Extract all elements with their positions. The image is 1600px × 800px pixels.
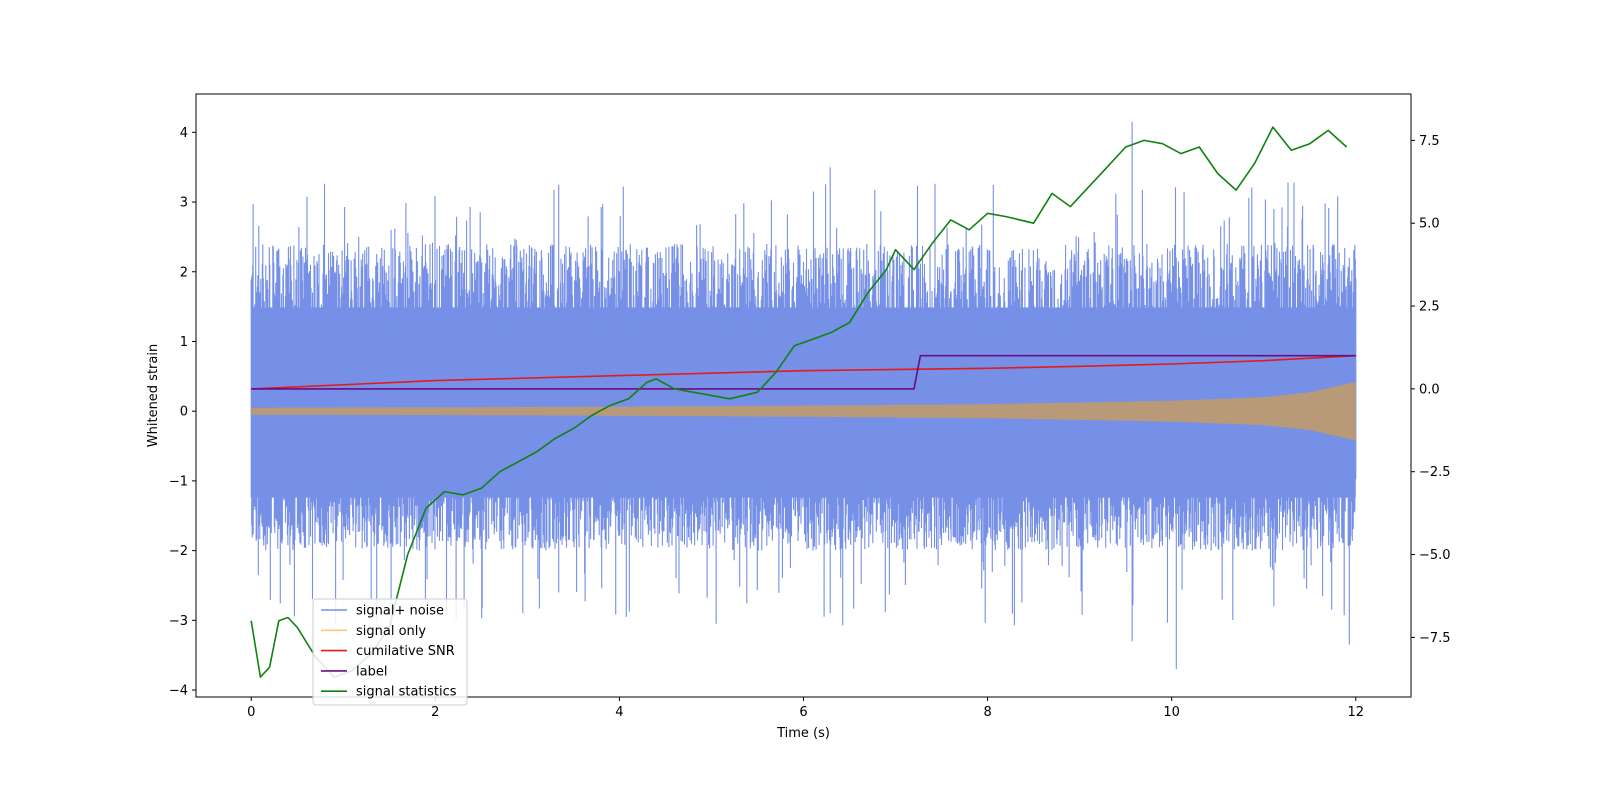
y2-tick-label: 5.0 [1419,217,1440,232]
y-tick-label: 3 [180,196,188,211]
signal-noise-series [250,121,1357,670]
y-tick-label: 0 [180,405,188,420]
x-tick-label: 10 [1163,705,1180,720]
x-axis: 0 2 4 6 8 10 12 [247,697,1364,720]
cumulative-snr-series [251,354,1356,390]
y-tick-label: 1 [180,335,188,350]
x-tick-label: 8 [983,705,991,720]
legend-entry-label: label [356,664,387,679]
y-axis-label: Whitened strain [146,344,161,447]
y-tick-label: −4 [169,684,188,699]
label-series [251,354,1356,390]
cumulative-snr-line [251,354,1356,390]
x-tick-label: 4 [615,705,623,720]
legend: signal+ noise signal only cumilative SNR la… [312,598,468,706]
legend-entry-label: signal statistics [356,685,457,700]
y2-tick-label: −2.5 [1419,465,1451,480]
signal-only-envelope [251,381,1356,441]
y2-tick-label: 7.5 [1419,134,1440,149]
y2-tick-label: 2.5 [1419,300,1440,315]
y-tick-label: −2 [169,544,188,559]
signal-noise-line [250,121,1357,670]
x-tick-label: 2 [431,705,439,720]
y2-tick-label: 0.0 [1419,382,1440,397]
legend-entry-label: signal only [356,624,426,639]
legend-entry-label: cumilative SNR [356,644,455,659]
y2-tick-label: −5.0 [1419,548,1451,563]
y-axis-right: −7.5 −5.0 −2.5 0.0 2.5 5.0 7.5 [1411,134,1451,646]
y-tick-label: −3 [169,614,188,629]
x-tick-label: 0 [247,705,255,720]
x-axis-label: Time (s) [776,726,830,741]
signal-only-series [251,381,1356,441]
legend-box [312,598,468,706]
legend-entry-label: signal+ noise [356,604,444,619]
y-tick-label: 4 [180,126,188,141]
x-tick-label: 6 [799,705,807,720]
y-tick-label: 2 [180,265,188,280]
x-tick-label: 12 [1347,705,1364,720]
y-axis-left: −4 −3 −2 −1 0 1 2 3 4 [169,126,196,699]
y-tick-label: −1 [169,474,188,489]
label-line [251,354,1356,390]
y2-tick-label: −7.5 [1419,631,1451,646]
